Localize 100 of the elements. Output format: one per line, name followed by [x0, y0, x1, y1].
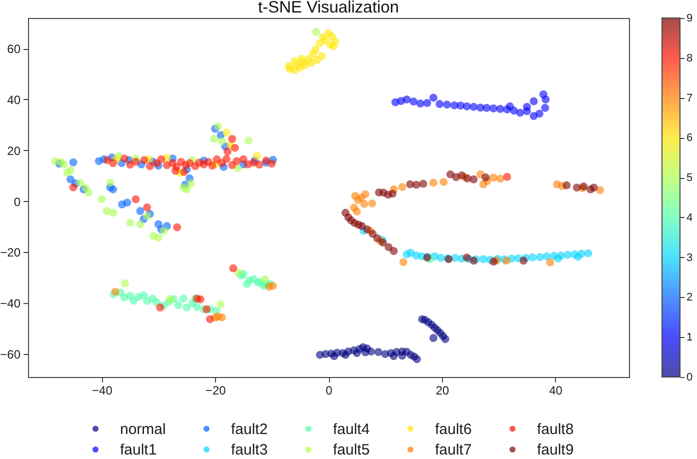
legend-label: fault1 [120, 442, 157, 458]
point [174, 301, 182, 310]
color-bar-label: 5 [686, 172, 693, 184]
legend-label: normal [120, 420, 166, 438]
point [489, 258, 498, 266]
point [143, 203, 152, 212]
point [154, 234, 162, 242]
point [321, 36, 330, 44]
point [520, 256, 528, 265]
point [554, 254, 562, 262]
point [186, 180, 195, 188]
point [378, 238, 387, 247]
point [419, 180, 428, 188]
point [361, 348, 370, 356]
x-tick-label: 0 [326, 384, 333, 398]
point [146, 162, 154, 170]
point [109, 185, 118, 194]
point [402, 95, 411, 104]
point [330, 352, 338, 360]
point [542, 95, 550, 104]
point [536, 253, 544, 262]
x-tick-label: −20 [205, 384, 226, 398]
point [373, 234, 382, 242]
point [66, 175, 75, 184]
point [496, 174, 504, 183]
point [462, 102, 471, 110]
point [440, 178, 448, 186]
point [399, 258, 408, 266]
point [596, 186, 604, 194]
point [228, 134, 236, 143]
point [496, 104, 504, 113]
point [318, 52, 326, 60]
point [136, 207, 144, 215]
point [120, 294, 128, 302]
point [109, 208, 118, 217]
legend-label: fault8 [537, 420, 574, 438]
point [363, 225, 372, 234]
point [360, 200, 368, 208]
point [503, 172, 512, 181]
point [166, 295, 174, 304]
point [208, 162, 216, 170]
point [120, 154, 128, 163]
point [264, 282, 273, 291]
point [564, 250, 572, 259]
point [374, 348, 382, 356]
point [352, 208, 361, 216]
point [479, 255, 488, 264]
point [489, 174, 498, 182]
color-bar-label: 0 [686, 372, 693, 384]
y-tick-label: 40 [7, 92, 21, 107]
point [206, 315, 214, 324]
point [412, 180, 420, 189]
point [572, 184, 581, 192]
point [398, 352, 406, 360]
point [361, 190, 370, 198]
chart-title: t-SNE Visualization [258, 0, 399, 16]
point [412, 355, 421, 364]
point [232, 157, 241, 166]
point [98, 195, 106, 204]
point [66, 166, 75, 174]
legend-label: fault5 [333, 442, 370, 458]
point [132, 158, 140, 166]
point [522, 102, 531, 111]
point [196, 295, 204, 304]
point [390, 246, 398, 255]
point [331, 38, 340, 46]
color-bar-label: 8 [686, 52, 693, 64]
point [123, 198, 132, 207]
point [202, 305, 211, 314]
point [528, 253, 537, 262]
point [342, 350, 350, 359]
legend-label: fault6 [435, 420, 472, 438]
point [109, 159, 118, 168]
point [542, 252, 551, 260]
point [244, 136, 253, 145]
point [368, 199, 376, 208]
y-tick-label: 20 [7, 144, 21, 158]
point [253, 152, 262, 160]
point [214, 122, 222, 130]
y-tick-label: 0 [14, 194, 21, 209]
point [574, 252, 582, 261]
y-tick-label: 60 [7, 42, 21, 56]
point [546, 258, 554, 266]
point [143, 212, 152, 220]
point [410, 98, 418, 106]
point [429, 178, 438, 187]
point [69, 183, 78, 192]
legend-label: fault3 [231, 442, 268, 458]
legend-label: fault9 [537, 442, 574, 458]
point [297, 54, 306, 63]
point [173, 223, 182, 232]
point [180, 168, 188, 176]
point [126, 218, 134, 227]
point [106, 178, 114, 187]
point [261, 275, 269, 284]
point [76, 178, 84, 187]
y-tick-label: −60 [0, 348, 21, 362]
point [84, 188, 93, 197]
legend-label: fault2 [231, 420, 268, 438]
x-tick-label: 20 [436, 384, 450, 398]
